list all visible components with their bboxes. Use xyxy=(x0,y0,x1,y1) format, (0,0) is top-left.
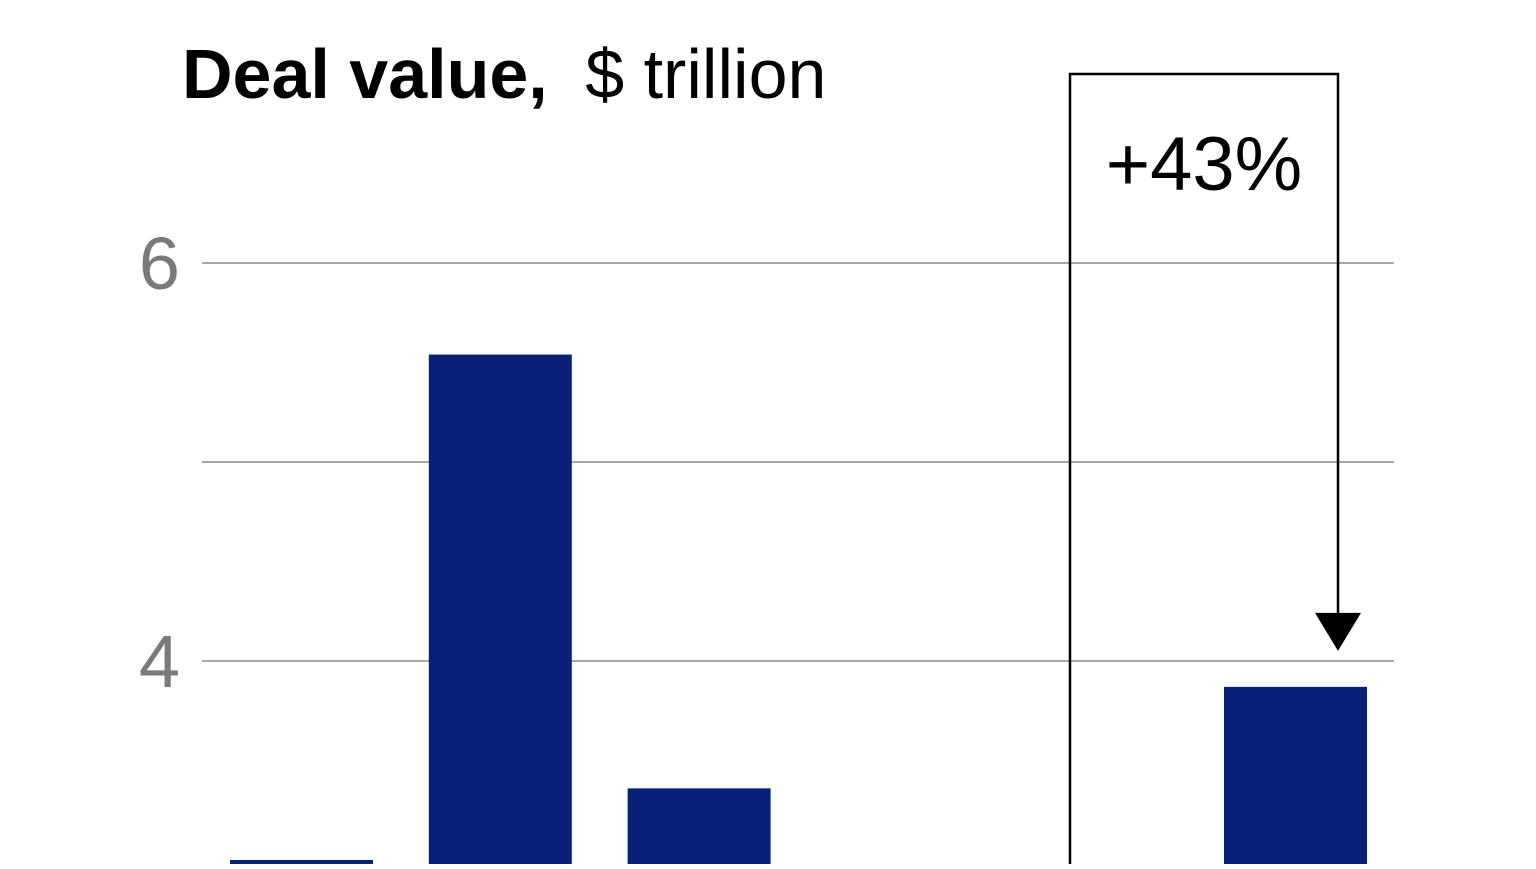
chart-title: Deal value, $ trillion xyxy=(182,35,826,113)
chart-title-unit: $ trillion xyxy=(585,35,826,113)
annotation-bracket xyxy=(1068,72,1340,869)
bar-6 xyxy=(1224,686,1367,864)
bars xyxy=(230,354,1367,864)
y-axis-ticks: 64 xyxy=(139,222,180,703)
y-tick-label-6: 6 xyxy=(139,222,180,305)
annotation-label: +43% xyxy=(1106,122,1303,207)
chart-title-bold: Deal value, xyxy=(182,35,548,113)
bar-1 xyxy=(230,860,373,864)
bar-3 xyxy=(627,788,771,864)
growth-annotation: +43% xyxy=(1068,72,1361,869)
annotation-arrowhead xyxy=(1315,612,1361,651)
gridlines xyxy=(202,262,1394,662)
bar-2 xyxy=(428,354,572,864)
y-tick-label-4: 4 xyxy=(139,620,180,703)
